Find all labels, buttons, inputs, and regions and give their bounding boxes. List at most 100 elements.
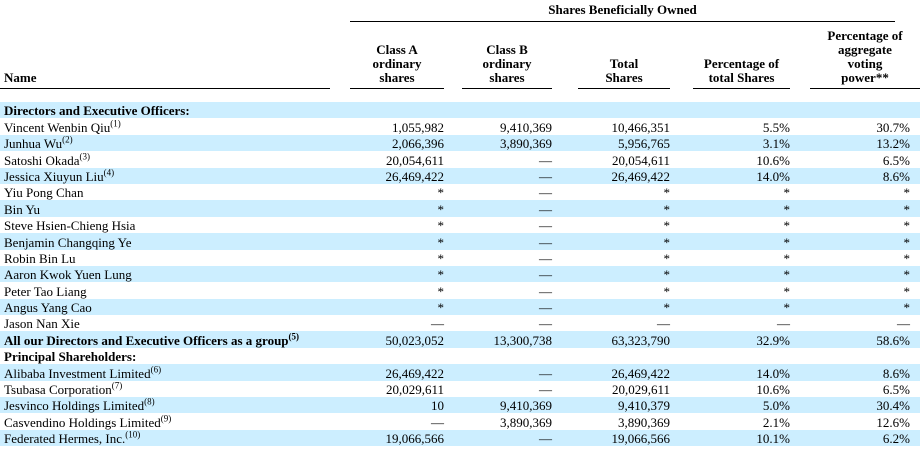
- table-row: Satoshi Okada(3) 20,054,611 — 20,054,611 10.…: [0, 151, 920, 168]
- column-gap: [552, 184, 578, 200]
- column-gap: [330, 413, 350, 429]
- column-gap: [670, 184, 693, 200]
- column-gap: [330, 331, 350, 347]
- column-gap: [670, 102, 693, 118]
- column-gap: [330, 217, 350, 233]
- footnote-ref: (8): [144, 397, 155, 408]
- cell-value: —: [539, 316, 552, 332]
- cell-value: *: [663, 283, 671, 299]
- column-gap: [790, 364, 810, 380]
- column-gap: [790, 299, 810, 315]
- column-gap: [670, 217, 693, 233]
- group-header-label: Shares Beneficially Owned: [350, 2, 896, 22]
- column-gap: [552, 233, 578, 249]
- row-name: Junhua Wu(2): [4, 134, 73, 152]
- table-row: Jesvinco Holdings Limited(8) 10 9,410,369 9…: [0, 397, 920, 414]
- cell-value: *: [663, 250, 671, 266]
- footnote-ref: (10): [125, 429, 141, 440]
- column-gap: [552, 168, 578, 184]
- cell-value: *: [437, 234, 445, 250]
- column-gap: [444, 430, 462, 446]
- cell-value: 14.0%: [756, 365, 790, 381]
- cell-value: —: [539, 431, 552, 447]
- column-gap: [330, 102, 350, 118]
- cell-value: *: [783, 300, 791, 316]
- column-gap: [670, 299, 693, 315]
- cell-value: 1,055,982: [392, 119, 444, 135]
- column-gap: [330, 397, 350, 413]
- cell-value: 26,469,422: [611, 365, 671, 381]
- column-gap: [330, 364, 350, 380]
- cell-value: 19,066,566: [611, 431, 671, 447]
- cell-value: *: [437, 218, 445, 234]
- column-gap: [552, 135, 578, 151]
- footnote-ref: (7): [111, 380, 123, 391]
- cell-value: *: [783, 283, 791, 299]
- column-gap: [790, 430, 810, 446]
- row-name: Benjamin Changqing Ye: [4, 234, 132, 250]
- cell-value: *: [437, 283, 445, 299]
- cell-value: —: [539, 234, 552, 250]
- cell-value: 10.6%: [756, 382, 790, 398]
- row-name: Jessica Xiuyun Liu(4): [4, 167, 115, 184]
- table-row: Tsubasa Corporation(7) 20,029,611 — 20,029,…: [0, 381, 920, 397]
- cell-value: 3,890,369: [500, 414, 552, 430]
- row-name: Yiu Pong Chan: [4, 185, 84, 201]
- row-name: Jesvinco Holdings Limited(8): [4, 397, 155, 414]
- column-gap: [444, 348, 462, 364]
- cell-value: [810, 348, 920, 364]
- column-header-row: Name Class A ordinary shares Class B ordi…: [0, 22, 920, 89]
- cell-value: *: [783, 218, 791, 234]
- table-row: Jessica Xiuyun Liu(4) 26,469,422 — 26,469,4…: [0, 167, 920, 184]
- cell-value: *: [903, 267, 911, 283]
- section-row: Principal Shareholders:: [0, 348, 920, 364]
- column-gap: [790, 151, 810, 167]
- footnote-ref: (1): [110, 118, 121, 129]
- footnote-ref: (3): [79, 151, 90, 162]
- table-row: Benjamin Changqing Ye * — * * *: [0, 233, 920, 250]
- column-gap: [330, 250, 350, 266]
- cell-value: —: [539, 168, 552, 184]
- cell-value: —: [431, 316, 444, 332]
- column-gap: [670, 364, 693, 380]
- cell-value: 20,029,611: [385, 382, 444, 398]
- cell-value: —: [777, 316, 790, 332]
- cell-value: —: [657, 316, 670, 332]
- column-gap: [670, 151, 693, 167]
- column-gap: [670, 200, 693, 216]
- cell-value: *: [437, 267, 445, 283]
- column-gap: [670, 315, 693, 331]
- table-row: Alibaba Investment Limited(6) 26,469,422 —…: [0, 364, 920, 381]
- table-row: Jason Nan Xie — — — — —: [0, 315, 920, 331]
- span-header-row: Shares Beneficially Owned: [0, 0, 920, 22]
- column-gap: [552, 250, 578, 266]
- column-gap: [552, 348, 578, 364]
- column-gap: [444, 282, 462, 298]
- cell-value: *: [903, 234, 911, 250]
- footnote-ref: (5): [288, 331, 300, 342]
- column-gap: [330, 282, 350, 298]
- cell-value: 30.4%: [876, 398, 911, 414]
- cell-value: —: [539, 267, 552, 283]
- table-row: Junhua Wu(2) 2,066,396 3,890,369 5,956,765 3…: [0, 134, 920, 152]
- cell-value: 9,410,369: [500, 398, 552, 414]
- cell-value: 50,023,052: [385, 332, 445, 348]
- cell-value: —: [431, 414, 444, 430]
- column-gap: [330, 168, 350, 184]
- column-gap: [790, 184, 810, 200]
- column-gap: [330, 200, 350, 216]
- cell-value: [810, 102, 920, 118]
- footnote-ref: (4): [103, 167, 115, 178]
- table-row: Angus Yang Cao * — * * *: [0, 298, 920, 316]
- cell-value: 8.6%: [882, 365, 911, 381]
- cell-value: *: [663, 201, 671, 217]
- table-row: Bin Yu * — * * *: [0, 200, 920, 217]
- cell-value: 30.7%: [876, 119, 911, 135]
- table-header: Shares Beneficially Owned Name Class A o…: [0, 0, 920, 102]
- column-gap: [330, 348, 350, 364]
- column-gap: [670, 266, 693, 282]
- column-gap: [444, 118, 462, 134]
- span-header-cell: Shares Beneficially Owned: [350, 0, 920, 22]
- column-gap: [444, 184, 462, 200]
- column-gap: [670, 233, 693, 249]
